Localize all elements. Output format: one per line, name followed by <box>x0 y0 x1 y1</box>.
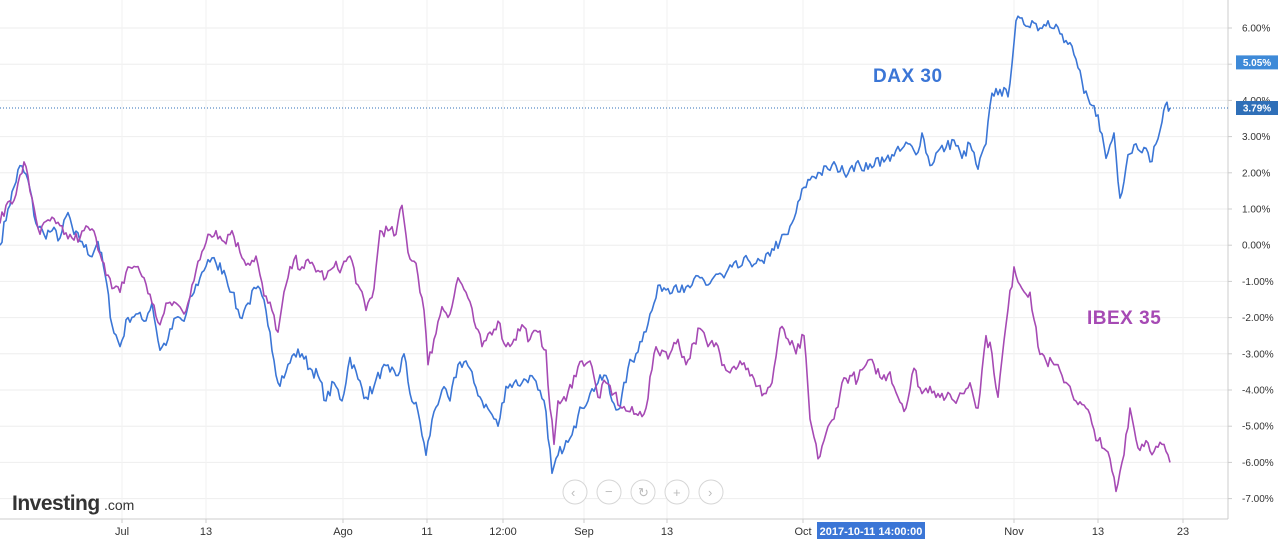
y-tick-label: -2.00% <box>1242 313 1274 324</box>
y-tick-label: -4.00% <box>1242 386 1274 397</box>
investing-logo: Investing .com <box>12 492 134 515</box>
y-tick-label: -3.00% <box>1242 349 1274 360</box>
x-tick-label: Nov <box>1004 526 1024 538</box>
logo-suffix: .com <box>104 497 134 513</box>
chart-navigation: ‹ − ↻ + › <box>562 479 724 505</box>
x-tick-label: Ago <box>333 526 353 538</box>
y-tick-label: -5.00% <box>1242 422 1274 433</box>
x-tick-label: 13 <box>1092 526 1104 538</box>
grid-layer <box>0 0 1228 519</box>
svg-text:↻: ↻ <box>638 485 649 500</box>
svg-text:+: + <box>673 485 681 500</box>
y-tick-label: 0.00% <box>1242 241 1270 252</box>
series-layer <box>0 15 1171 493</box>
x-tick-label: Sep <box>574 526 594 538</box>
svg-text:›: › <box>708 485 712 500</box>
x-tick-label: 23 <box>1177 526 1189 538</box>
dax-series-line <box>0 15 1171 475</box>
x-tick-label: Oct <box>794 526 811 538</box>
x-tick-label: 13 <box>200 526 212 538</box>
y-tick-label: 2.00% <box>1242 168 1270 179</box>
crosshair-y-box <box>1236 101 1278 116</box>
y-tick-label: -7.00% <box>1242 494 1274 505</box>
y-tick-label: 3.00% <box>1242 132 1270 143</box>
y-tick-label: -1.00% <box>1242 277 1274 288</box>
reset-icon[interactable]: ↻ <box>630 479 656 505</box>
x-tick-label: 13 <box>661 526 673 538</box>
price-tag-label: 5.05% <box>1243 58 1271 69</box>
x-tick-label: Jul <box>115 526 129 538</box>
x-tick-label: 12:00 <box>489 526 517 538</box>
chevron-left-icon[interactable]: ‹ <box>562 479 588 505</box>
logo-brand: Investing <box>12 492 100 515</box>
crosshair-x-label: 2017-10-11 14:00:00 <box>820 526 923 538</box>
chevron-right-icon[interactable]: › <box>698 479 724 505</box>
crosshair-y-label: 3.79% <box>1243 104 1271 115</box>
dax-series-label: DAX 30 <box>873 66 943 87</box>
crosshair-x-box <box>817 522 925 539</box>
ibex-series-line <box>0 161 1171 493</box>
zoom-out-icon[interactable]: − <box>596 479 622 505</box>
y-tick-label: 1.00% <box>1242 205 1270 216</box>
zoom-in-icon[interactable]: + <box>664 479 690 505</box>
svg-text:‹: ‹ <box>571 485 575 500</box>
x-tick-label: 11 <box>421 526 432 538</box>
ibex-series-label: IBEX 35 <box>1087 308 1161 329</box>
y-tick-label: 6.00% <box>1242 24 1270 35</box>
price-tag-box <box>1236 55 1278 70</box>
y-tick-label: -6.00% <box>1242 458 1274 469</box>
svg-text:−: − <box>605 484 613 499</box>
